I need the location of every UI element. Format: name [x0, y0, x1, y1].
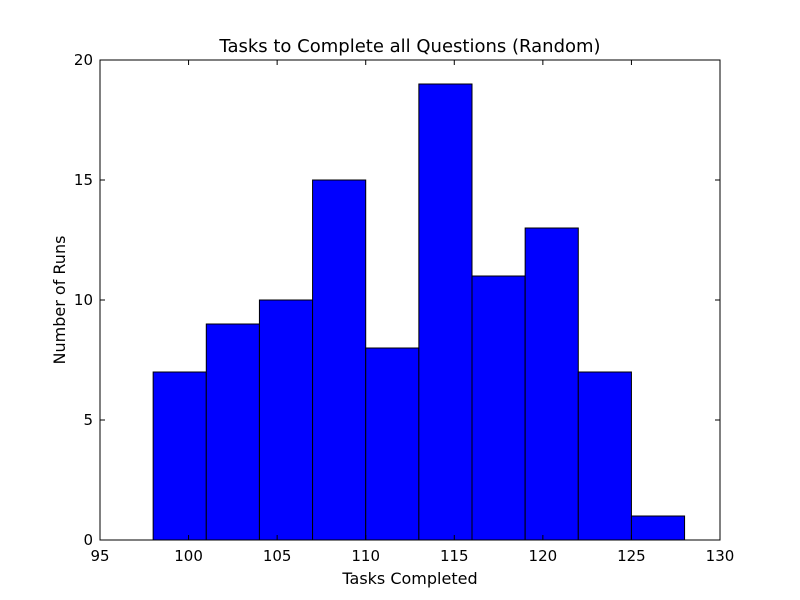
- histogram-bar-2: [205, 323, 260, 541]
- histogram-bar-1: [152, 371, 207, 541]
- histogram-bar-8: [524, 227, 579, 541]
- x-tick-label-6: 120: [529, 547, 558, 565]
- bars-group: [152, 83, 686, 541]
- x-axis-label: Tasks Completed: [341, 569, 477, 588]
- x-tick-label-1: 95: [90, 547, 109, 565]
- y-axis-label: Number of Runs: [50, 236, 69, 365]
- plot-frame: [99, 59, 721, 541]
- histogram-bar-3: [258, 299, 314, 541]
- x-tick-label-5: 115: [440, 547, 469, 565]
- histogram-bar-9: [577, 371, 632, 541]
- chart-title: Tasks to Complete all Questions (Random): [218, 36, 600, 57]
- y-tick-label-5: 20: [74, 51, 93, 69]
- x-tick-label-4: 110: [351, 547, 380, 565]
- x-tick-label-8: 130: [706, 547, 735, 565]
- histogram-bar-7: [471, 275, 526, 541]
- x-tick-label-2: 100: [174, 547, 203, 565]
- histogram-bar-6: [418, 83, 473, 541]
- y-tick-label-1: 0: [83, 531, 93, 549]
- tick-labels-group: 95 100 105 110 115 120 125 130 0 5 10 15 20: [74, 51, 734, 565]
- histogram-bar-10: [630, 515, 686, 541]
- histogram-bar-4: [312, 179, 367, 541]
- histogram-bar-5: [365, 347, 420, 541]
- x-tick-label-7: 125: [617, 547, 646, 565]
- x-tick-label-3: 105: [263, 547, 292, 565]
- y-tick-label-3: 10: [74, 291, 93, 309]
- y-tick-label-2: 5: [83, 411, 93, 429]
- y-tick-label-4: 15: [74, 171, 93, 189]
